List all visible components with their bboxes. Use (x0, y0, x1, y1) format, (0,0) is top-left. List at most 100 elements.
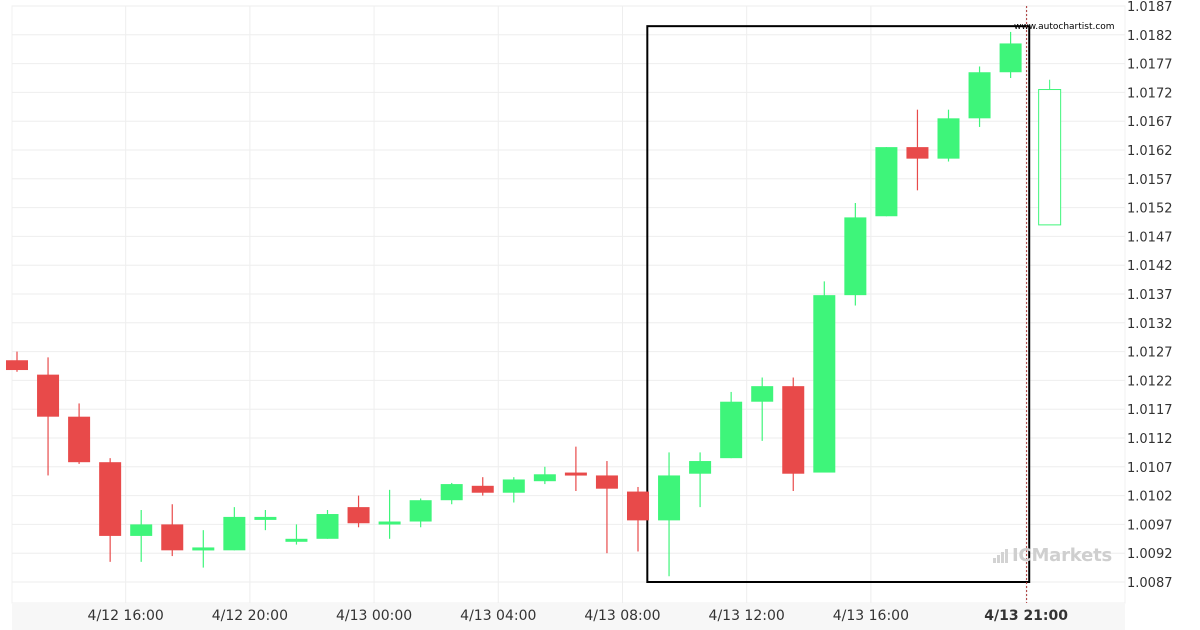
x-tick-label: 4/13 08:00 (584, 608, 660, 624)
candle-body (254, 516, 277, 520)
candle-bullish (751, 377, 774, 441)
candle-body (37, 374, 60, 417)
y-tick-label: 1.0122 (1127, 374, 1173, 389)
candle-bullish (720, 391, 743, 459)
plot-area (11, 5, 1126, 604)
brand-watermark-text: ICMarkets (1011, 545, 1112, 566)
axes-layer: 1.0187 1.0182 1.0177 1.0172 1.0167 1.0162 1.01… (88, 0, 1173, 624)
candle-body (223, 516, 246, 551)
y-tick-label: 1.0112 (1127, 432, 1173, 447)
candle-bearish (161, 504, 184, 557)
candle-body (68, 416, 91, 463)
y-tick-label: 1.0162 (1127, 144, 1173, 159)
candle-bullish (409, 498, 432, 528)
candle-body (720, 401, 743, 459)
y-tick-label: 1.0167 (1127, 115, 1173, 130)
candle-bullish (875, 147, 898, 217)
candle-bearish (595, 461, 618, 554)
candle-bullish (130, 510, 153, 562)
brand-logo-icon (992, 548, 1008, 563)
y-tick-label: 1.0117 (1127, 403, 1173, 418)
candle-body (192, 547, 215, 551)
candle-body (285, 538, 308, 542)
y-tick-label: 1.0187 (1127, 0, 1173, 15)
y-tick-label: 1.0182 (1127, 29, 1173, 44)
candle-bullish (502, 477, 525, 503)
candle-bullish (999, 31, 1022, 78)
brand-watermark: ICMarkets (992, 545, 1112, 566)
y-tick-label: 1.0087 (1127, 576, 1173, 591)
candle-body (533, 474, 556, 482)
candle-body (813, 295, 836, 473)
candle-body (347, 507, 370, 524)
candle-body (378, 521, 401, 525)
candle-bearish (6, 351, 28, 372)
candle-bearish (68, 403, 91, 464)
site-label: www.autochartist.com (1014, 22, 1115, 32)
candle-body (409, 500, 432, 522)
y-tick-label: 1.0147 (1127, 230, 1173, 245)
candle-bullish (658, 452, 681, 577)
candle-body (471, 485, 494, 493)
candle-bullish (223, 507, 246, 551)
pattern-box-layer (646, 6, 1031, 603)
candle-bullish (937, 109, 960, 162)
x-tick-label: 4/13 21:00 (984, 608, 1068, 624)
candle-body (130, 524, 153, 536)
candle-bearish (37, 357, 60, 476)
y-tick-label: 1.0092 (1127, 547, 1173, 562)
candle-bullish (813, 281, 836, 473)
candle-body (782, 386, 805, 474)
x-tick-label: 4/13 12:00 (709, 608, 785, 624)
candle-bearish (564, 446, 587, 491)
candle-body (564, 472, 587, 476)
projection-body (1038, 89, 1062, 226)
candle-bearish (347, 495, 370, 528)
candle-body (751, 386, 774, 402)
candle-bearish (906, 109, 929, 191)
x-tick-label: 4/12 16:00 (88, 608, 164, 624)
y-tick-label: 1.0102 (1127, 490, 1173, 505)
y-tick-label: 1.0157 (1127, 173, 1173, 188)
grid-lines (11, 5, 1126, 630)
candle-bullish (192, 530, 215, 568)
y-tick-label: 1.0137 (1127, 288, 1173, 303)
candle-body (968, 72, 991, 119)
candle-bullish (440, 482, 463, 505)
y-tick-label: 1.0107 (1127, 461, 1173, 476)
x-tick-label: 4/13 00:00 (336, 608, 412, 624)
candle-body (937, 118, 960, 159)
y-tick-label: 1.0142 (1127, 259, 1173, 274)
x-tick-label: 4/13 16:00 (833, 608, 909, 624)
y-tick-label: 1.0177 (1127, 58, 1173, 73)
y-tick-label: 1.0132 (1127, 317, 1173, 332)
candle-body (627, 491, 649, 521)
candle-bullish (968, 66, 991, 127)
candle-body (999, 43, 1022, 73)
x-axis-strip (12, 603, 1125, 630)
y-tick-label: 1.0127 (1127, 346, 1173, 361)
candle-body (316, 514, 339, 539)
candle-body (906, 147, 929, 159)
x-tick-label: 4/13 04:00 (460, 608, 536, 624)
candle-bullish (285, 524, 308, 545)
x-tick-label: 4/12 20:00 (212, 608, 288, 624)
y-tick-label: 1.0152 (1127, 202, 1173, 217)
candle-bullish (844, 202, 867, 306)
candle-bullish (689, 452, 712, 508)
candle-body (161, 524, 184, 551)
candle-bearish (471, 477, 494, 496)
candle-bullish (378, 489, 401, 539)
candle-body (6, 360, 28, 371)
projection-candle (1038, 79, 1062, 226)
y-tick-label: 1.0097 (1127, 518, 1173, 533)
candles-layer (6, 31, 1062, 577)
candle-bullish (533, 466, 556, 485)
candle-bearish (782, 377, 805, 491)
candle-body (502, 479, 525, 493)
candle-body (689, 461, 712, 474)
candle-bearish (99, 458, 122, 562)
candle-bullish (316, 510, 339, 539)
